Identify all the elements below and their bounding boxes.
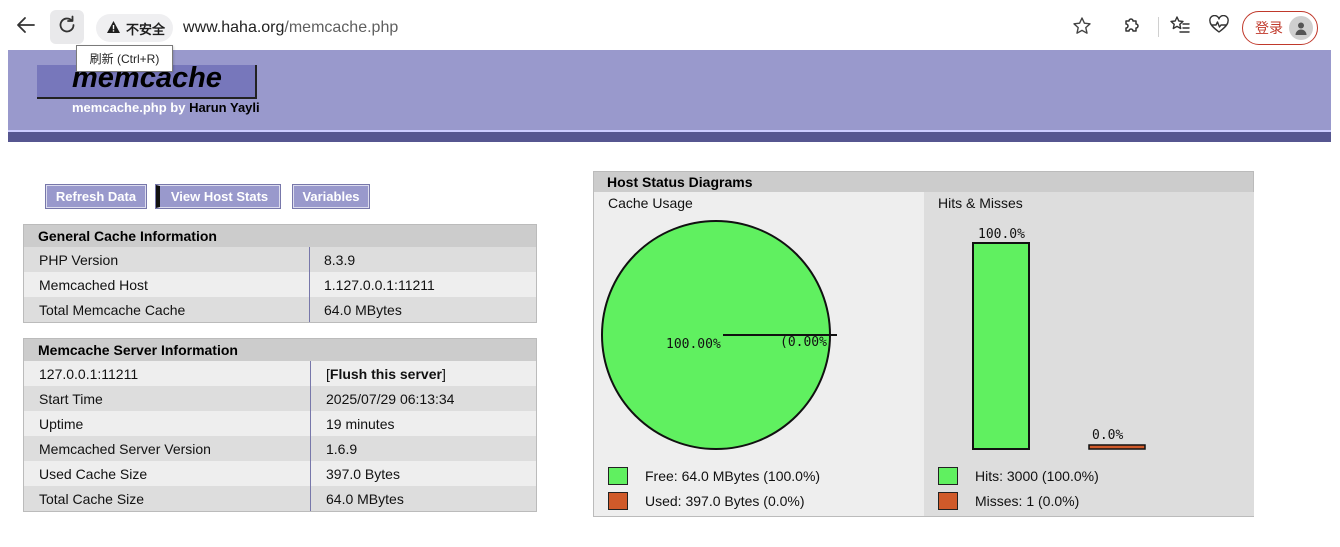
reload-icon <box>56 14 78 41</box>
legend-used: Used: 397.0 Bytes (0.0%) <box>608 491 805 511</box>
row-label: Total Cache Size <box>24 486 311 511</box>
cache-usage-panel: Cache Usage 100.00% (0.00% Free: 64.0 MB… <box>594 192 924 516</box>
legend-swatch-hits <box>938 467 958 485</box>
favorites-button[interactable] <box>1165 12 1195 42</box>
row-value: 64.0 MBytes <box>324 301 402 318</box>
security-label: 不安全 <box>126 21 166 37</box>
puzzle-icon <box>1122 15 1142 40</box>
address-bar[interactable]: 不安全 www.haha.org/memcache.php <box>92 10 1104 46</box>
toolbar-divider <box>1158 17 1159 37</box>
extensions-button[interactable] <box>1117 12 1147 42</box>
server-info: Memcache Server Information 127.0.0.1:11… <box>23 338 537 512</box>
legend-hits: Hits: 3000 (100.0%) <box>938 466 1099 486</box>
legend-hits-text: Hits: 3000 (100.0%) <box>975 468 1099 484</box>
legend-swatch-used <box>608 492 628 510</box>
refresh-data-button[interactable]: Refresh Data <box>45 184 147 209</box>
subtitle-prefix: memcache.php by <box>72 100 186 115</box>
author-name: Harun Yayli <box>189 100 260 115</box>
cache-usage-pie-chart: 100.00% (0.00% <box>601 220 837 450</box>
row-label: Used Cache Size <box>24 461 311 486</box>
pie-label-used: (0.00% <box>780 335 827 350</box>
legend-free: Free: 64.0 MBytes (100.0%) <box>608 466 820 486</box>
row-value: 19 minutes <box>326 415 395 432</box>
table-row: Start Time 2025/07/29 06:13:34 <box>24 386 536 411</box>
back-button[interactable] <box>9 10 43 44</box>
table-row: Memcached Host 1.127.0.0.1:11211 <box>24 272 536 297</box>
row-label: Total Memcache Cache <box>24 297 310 322</box>
legend-swatch-misses <box>938 492 958 510</box>
general-cache-title: General Cache Information <box>24 225 536 247</box>
browser-toolbar: 不安全 www.haha.org/memcache.php 登录 <box>0 0 1340 50</box>
table-row: Total Cache Size 64.0 MBytes <box>24 486 536 511</box>
table-row: Total Memcache Cache 64.0 MBytes <box>24 297 536 322</box>
reload-tooltip: 刷新 (Ctrl+R) <box>76 45 173 72</box>
server-host: 127.0.0.1:11211 <box>24 361 311 386</box>
pie-label-free: 100.00% <box>666 337 721 352</box>
row-label: Start Time <box>24 386 311 411</box>
browser-essentials-button[interactable] <box>1204 12 1234 42</box>
page-subtitle: memcache.php by Harun Yayli <box>72 100 260 115</box>
hits-misses-title: Hits & Misses <box>938 195 1023 211</box>
row-label: Memcached Host <box>24 272 310 297</box>
general-cache-info: General Cache Information PHP Version 8.… <box>23 224 537 323</box>
avatar-icon <box>1289 16 1313 40</box>
row-value: 1.6.9 <box>326 440 358 457</box>
bar-hits <box>972 242 1030 450</box>
bar-label-misses: 0.0% <box>1092 428 1123 443</box>
row-label: PHP Version <box>24 247 310 272</box>
flush-cell: [Flush this server] <box>311 361 536 386</box>
table-row: Used Cache Size 397.0 Bytes <box>24 461 536 486</box>
favorites-list-icon <box>1169 15 1191 40</box>
page-header: memcache memcache.php by Harun Yayli <box>8 50 1331 130</box>
arrow-left-icon <box>15 14 37 41</box>
row-label: Uptime <box>24 411 311 436</box>
url-path: /memcache.php <box>284 19 399 36</box>
favorite-button[interactable] <box>1068 14 1096 42</box>
legend-used-text: Used: 397.0 Bytes (0.0%) <box>645 493 805 509</box>
hits-misses-panel: Hits & Misses 100.0% 0.0% Hits: 3000 (10… <box>924 192 1254 516</box>
view-host-stats-button[interactable]: View Host Stats <box>155 184 281 209</box>
security-indicator[interactable]: 不安全 <box>96 14 174 42</box>
header-divider-dark <box>8 132 1331 142</box>
row-label: Memcached Server Version <box>24 436 311 461</box>
bar-misses <box>1088 444 1146 450</box>
row-value: 397.0 Bytes <box>326 465 400 482</box>
host-status-diagrams: Host Status Diagrams Cache Usage 100.00%… <box>593 171 1254 517</box>
cache-usage-title: Cache Usage <box>608 195 693 211</box>
table-row: Uptime 19 minutes <box>24 411 536 436</box>
variables-button[interactable]: Variables <box>292 184 370 209</box>
login-label: 登录 <box>1255 20 1283 36</box>
url-host: www.haha.org <box>183 19 285 36</box>
server-info-title: Memcache Server Information <box>24 339 536 361</box>
table-row: 127.0.0.1:11211 [Flush this server] <box>24 361 536 386</box>
reload-button[interactable] <box>50 10 84 44</box>
header-divider-light <box>8 130 1331 132</box>
legend-free-text: Free: 64.0 MBytes (100.0%) <box>645 468 821 484</box>
table-row: Memcached Server Version 1.6.9 <box>24 436 536 461</box>
hits-misses-bar-chart: 100.0% 0.0% <box>972 227 1146 450</box>
flush-bracket-open: [ <box>326 365 330 382</box>
row-value: 8.3.9 <box>324 251 356 268</box>
diagrams-title: Host Status Diagrams <box>594 172 1253 192</box>
row-value: 1.127.0.0.1:11211 <box>324 276 435 293</box>
heart-pulse-icon <box>1208 14 1230 40</box>
legend-misses: Misses: 1 (0.0%) <box>938 491 1079 511</box>
table-row: PHP Version 8.3.9 <box>24 247 536 272</box>
legend-swatch-free <box>608 467 628 485</box>
legend-misses-text: Misses: 1 (0.0%) <box>975 493 1080 509</box>
flush-bracket-close: ] <box>441 365 446 382</box>
row-value: 64.0 MBytes <box>326 490 404 507</box>
row-value: 2025/07/29 06:13:34 <box>326 390 455 407</box>
flush-server-link[interactable]: Flush this server <box>329 365 442 382</box>
warning-icon <box>106 20 121 37</box>
bar-label-hits: 100.0% <box>978 227 1025 242</box>
url-text[interactable]: www.haha.org/memcache.php <box>183 19 398 37</box>
login-button[interactable]: 登录 <box>1242 11 1318 45</box>
star-icon <box>1072 16 1092 41</box>
